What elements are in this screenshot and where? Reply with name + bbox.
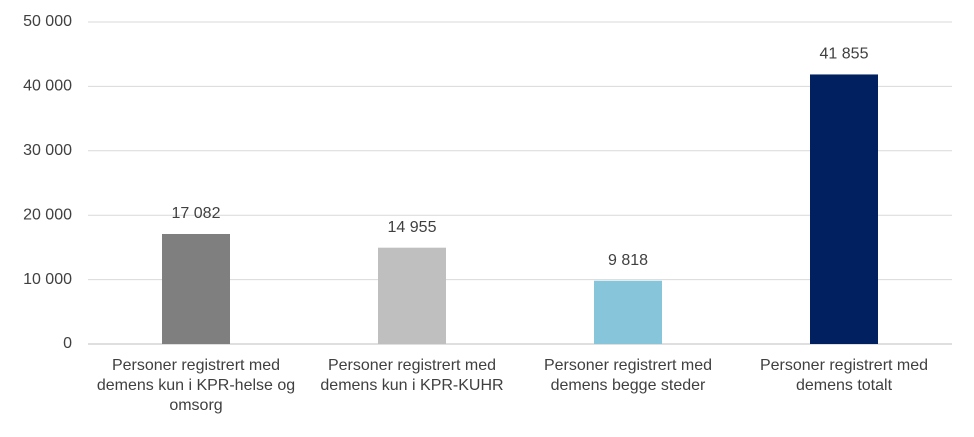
y-tick-label: 10 000	[23, 271, 72, 288]
y-tick-label: 0	[63, 335, 72, 352]
y-tick-label: 40 000	[23, 78, 72, 95]
y-tick-label: 20 000	[23, 206, 72, 223]
bar	[162, 233, 230, 344]
value-label: 9 818	[608, 252, 648, 269]
y-tick-label: 30 000	[23, 142, 72, 159]
bar	[810, 74, 878, 344]
x-tick-label: Personer registrert med demens kun i KPR…	[320, 357, 504, 394]
bar	[378, 247, 446, 344]
bar	[594, 280, 662, 344]
x-tick-label: Personer registrert med demens kun i KPR…	[96, 357, 296, 414]
y-tick-label: 50 000	[23, 13, 72, 30]
x-tick-label: Personer registrert med demens begge ste…	[543, 357, 713, 394]
value-label: 17 082	[172, 205, 221, 222]
x-tick-label: Personer registrert med demens totalt	[759, 357, 929, 394]
value-label: 14 955	[388, 219, 437, 236]
value-label: 41 855	[820, 46, 869, 63]
